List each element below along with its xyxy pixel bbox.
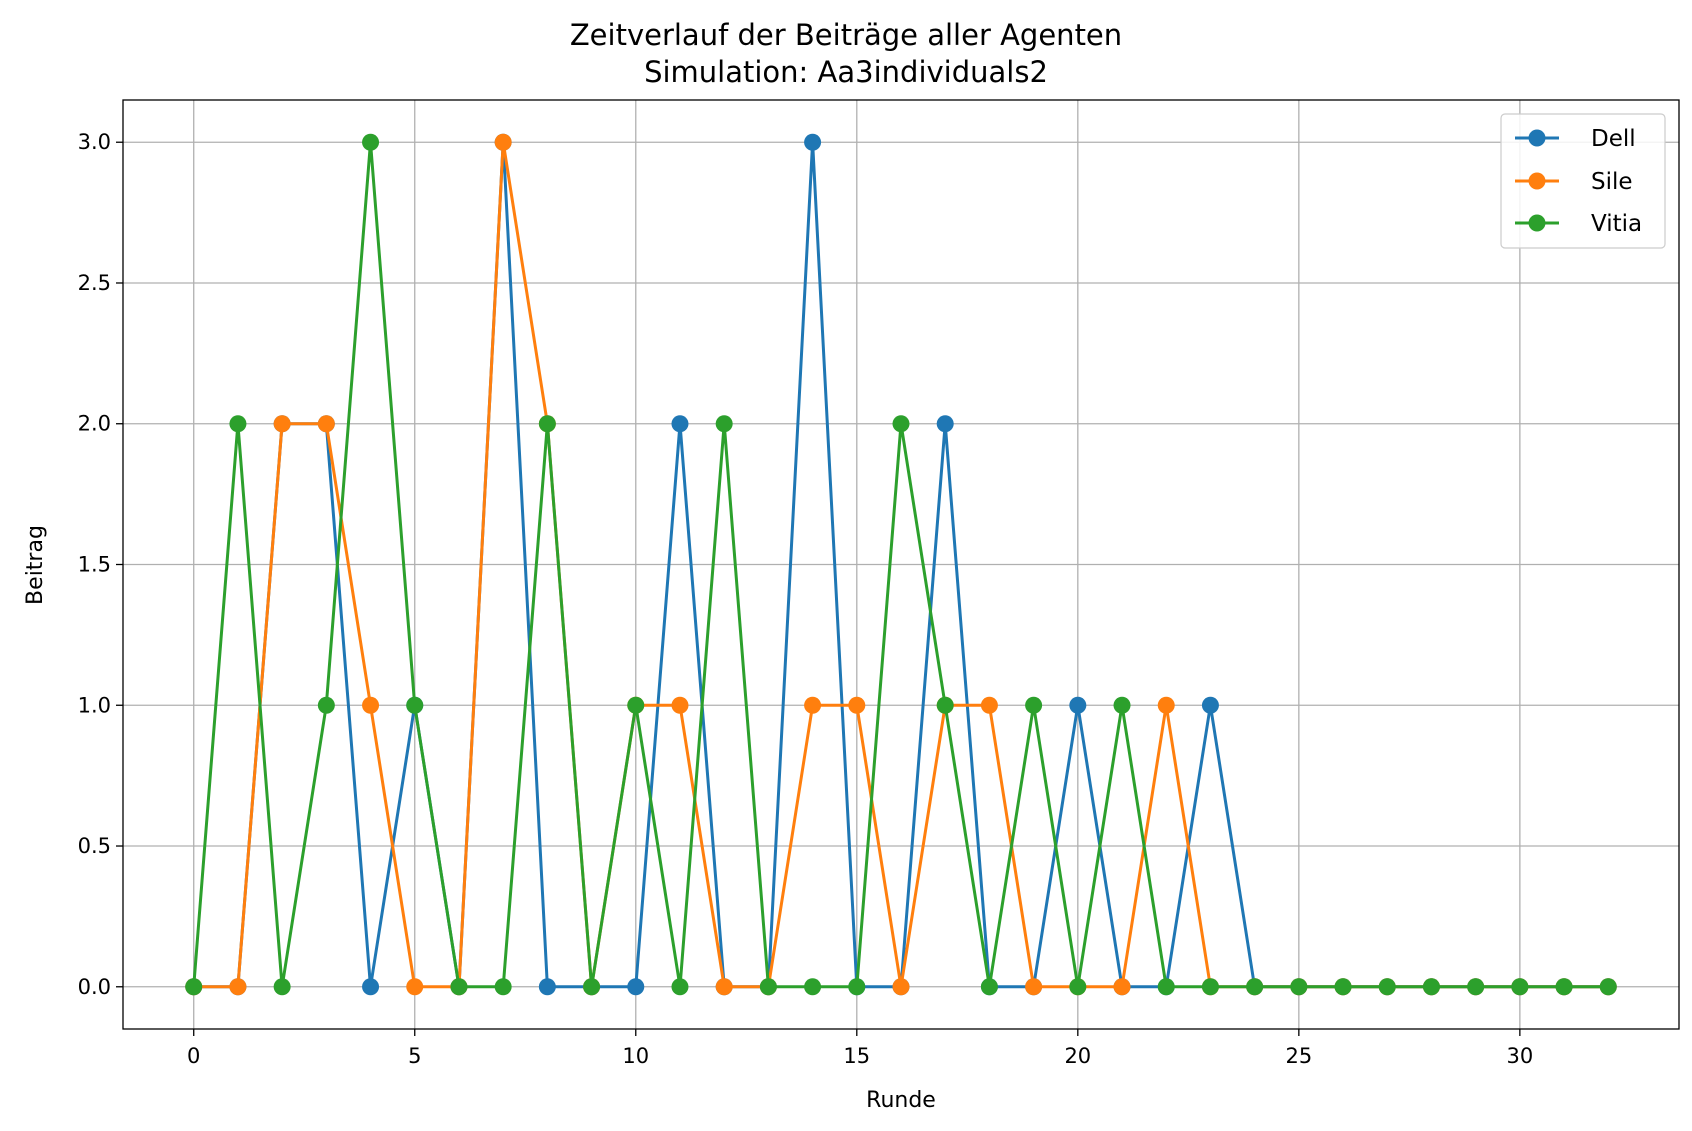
data-point-vitia	[627, 696, 645, 714]
data-point-dell	[671, 415, 689, 433]
grid	[123, 100, 1679, 1029]
data-point-sile	[273, 415, 291, 433]
data-point-dell	[936, 415, 954, 433]
legend-marker-dell	[1528, 129, 1546, 147]
series-vitia	[185, 133, 1617, 996]
data-point-sile	[980, 696, 998, 714]
y-tick-label: 2.5	[78, 271, 111, 295]
data-point-vitia	[317, 696, 335, 714]
data-point-vitia	[892, 415, 910, 433]
legend-label-dell: Dell	[1591, 126, 1636, 152]
y-tick-label: 1.0	[78, 693, 111, 717]
data-point-vitia	[362, 133, 380, 151]
legend: Dell Sile Vitia	[1500, 113, 1666, 249]
data-point-sile	[892, 978, 910, 996]
data-point-vitia	[1422, 978, 1440, 996]
data-point-sile	[671, 696, 689, 714]
y-tick-label: 0.0	[78, 975, 111, 999]
data-point-vitia	[538, 415, 556, 433]
y-tick-label: 1.5	[78, 553, 111, 577]
data-point-sile	[229, 978, 247, 996]
x-tick-label: 20	[1064, 1044, 1091, 1068]
chart-title: Zeitverlauf der Beiträge aller Agenten	[570, 18, 1122, 52]
legend-marker-sile	[1528, 172, 1546, 190]
data-point-vitia	[494, 978, 512, 996]
data-point-sile	[1113, 978, 1131, 996]
data-point-vitia	[759, 978, 777, 996]
x-axis-label: Runde	[866, 1088, 936, 1113]
data-point-sile	[715, 978, 733, 996]
data-point-vitia	[406, 696, 424, 714]
series-group	[185, 133, 1617, 996]
data-point-sile	[494, 133, 512, 151]
data-point-vitia	[1555, 978, 1573, 996]
y-axis: 0.0 0.5 1.0 1.5 2.0 2.5 3.0	[78, 130, 123, 999]
x-axis: 0 5 10 15 20 25 30	[187, 1029, 1533, 1068]
y-tick-label: 0.5	[78, 834, 111, 858]
data-point-sile	[1157, 696, 1175, 714]
data-point-sile	[848, 696, 866, 714]
legend-box	[1500, 113, 1666, 249]
data-point-dell	[1069, 696, 1087, 714]
data-point-vitia	[1378, 978, 1396, 996]
data-point-vitia	[1290, 978, 1308, 996]
data-point-vitia	[1025, 696, 1043, 714]
x-tick-label: 30	[1506, 1044, 1533, 1068]
data-point-vitia	[671, 978, 689, 996]
x-tick-label: 10	[622, 1044, 649, 1068]
data-point-vitia	[583, 978, 601, 996]
data-point-vitia	[1113, 696, 1131, 714]
data-point-vitia	[1201, 978, 1219, 996]
data-point-vitia	[1334, 978, 1352, 996]
data-point-vitia	[1157, 978, 1175, 996]
x-tick-label: 25	[1285, 1044, 1312, 1068]
data-point-vitia	[1467, 978, 1485, 996]
data-point-sile	[362, 696, 380, 714]
y-axis-label: Beitrag	[23, 525, 48, 605]
data-point-vitia	[1246, 978, 1264, 996]
data-point-vitia	[450, 978, 468, 996]
x-tick-label: 5	[408, 1044, 421, 1068]
legend-marker-vitia	[1528, 214, 1546, 232]
x-tick-label: 15	[843, 1044, 870, 1068]
data-point-dell	[627, 978, 645, 996]
data-point-vitia	[1511, 978, 1529, 996]
y-tick-label: 2.0	[78, 412, 111, 436]
legend-label-sile: Sile	[1591, 169, 1633, 195]
data-point-vitia	[715, 415, 733, 433]
data-point-vitia	[848, 978, 866, 996]
chart-subtitle: Simulation: Aa3individuals2	[644, 55, 1048, 89]
data-point-sile	[406, 978, 424, 996]
data-point-vitia	[1069, 978, 1087, 996]
y-tick-label: 3.0	[78, 130, 111, 154]
data-point-vitia	[936, 696, 954, 714]
data-point-vitia	[804, 978, 822, 996]
data-point-dell	[362, 978, 380, 996]
data-point-vitia	[273, 978, 291, 996]
data-point-sile	[317, 415, 335, 433]
data-point-dell	[538, 978, 556, 996]
data-point-vitia	[1599, 978, 1617, 996]
data-point-vitia	[229, 415, 247, 433]
data-point-sile	[804, 696, 822, 714]
data-point-vitia	[980, 978, 998, 996]
legend-label-vitia: Vitia	[1591, 211, 1642, 237]
data-point-dell	[1201, 696, 1219, 714]
data-point-dell	[804, 133, 822, 151]
data-point-sile	[1025, 978, 1043, 996]
data-point-vitia	[185, 978, 203, 996]
x-tick-label: 0	[187, 1044, 200, 1068]
